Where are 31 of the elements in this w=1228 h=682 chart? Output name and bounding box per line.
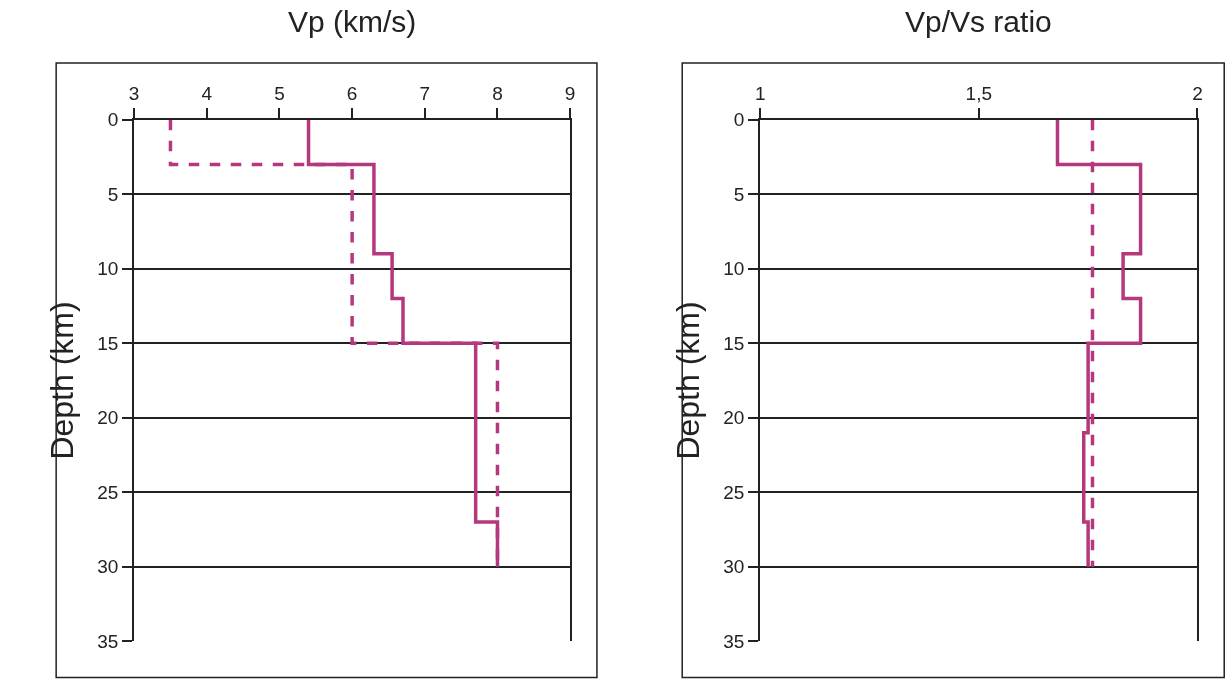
x-tick-label: 3 [128, 83, 140, 105]
x-tick-label: 9 [564, 83, 576, 105]
y-tick-label: 20 [723, 407, 745, 429]
y-tick-label: 0 [733, 109, 745, 131]
y-tick-label: 25 [723, 481, 745, 503]
y-axis-title: Depth (km) [43, 301, 80, 460]
chart-title: Vp (km/s) [288, 5, 417, 38]
x-tick-label: 1,5 [965, 83, 992, 105]
y-tick-label: 5 [107, 183, 119, 205]
y-tick-label: 15 [723, 332, 745, 354]
y-tick-label: 30 [97, 556, 119, 578]
x-tick-label: 5 [274, 83, 285, 105]
x-tick-label: 7 [419, 83, 431, 105]
chart-title: Vp/Vs ratio [905, 5, 1052, 38]
y-tick-label: 30 [723, 556, 745, 578]
y-tick-label: 20 [97, 407, 119, 429]
y-axis-title: Depth (km) [670, 301, 707, 460]
y-tick-label: 10 [97, 258, 119, 280]
x-tick-label: 2 [1192, 83, 1203, 105]
x-tick-label: 4 [201, 83, 213, 105]
line-series [1055, 119, 1143, 569]
y-tick-label: 35 [97, 630, 119, 652]
x-tick-label: 1 [754, 83, 766, 105]
y-tick-label: 0 [107, 109, 119, 131]
x-tick-label: 6 [346, 83, 358, 105]
y-tick-label: 10 [723, 258, 745, 280]
y-tick-label: 25 [97, 481, 119, 503]
y-tick-label: 5 [733, 183, 745, 205]
x-tick-label: 8 [492, 83, 503, 105]
y-tick-label: 15 [97, 332, 119, 354]
y-tick-label: 35 [723, 630, 745, 652]
